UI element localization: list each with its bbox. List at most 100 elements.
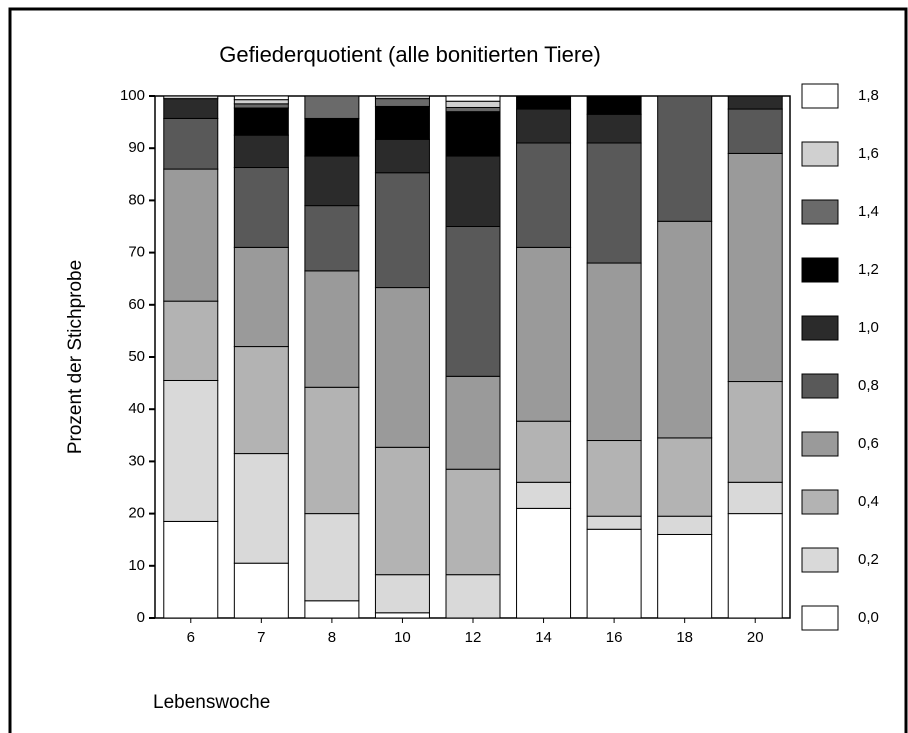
bar-segment xyxy=(445,574,501,619)
legend-label: 0,6 xyxy=(858,435,879,452)
bar-segment xyxy=(233,562,289,619)
bar-segment xyxy=(304,600,360,619)
bar-segment xyxy=(516,507,572,619)
bar-segment xyxy=(445,106,501,113)
bar-segment xyxy=(657,95,713,222)
bar-segment xyxy=(727,513,783,619)
x-tick-label: 18 xyxy=(676,629,693,646)
bar-segment xyxy=(304,155,360,207)
bar-segment xyxy=(233,346,289,455)
legend-label: 0,8 xyxy=(858,377,879,394)
bar-segment xyxy=(516,481,572,509)
bar-segment xyxy=(233,103,289,109)
bar-segment xyxy=(304,513,360,602)
y-tick-label: 0 xyxy=(137,609,145,626)
bar-segment xyxy=(374,98,430,107)
y-tick-label: 70 xyxy=(128,244,145,261)
bar-segment xyxy=(727,152,783,383)
bar-segment xyxy=(445,95,501,102)
bar-segment xyxy=(586,262,642,442)
legend-swatch xyxy=(801,141,839,167)
y-tick-label: 50 xyxy=(128,348,145,365)
legend-label: 0,2 xyxy=(858,551,879,568)
bar-segment xyxy=(374,138,430,174)
bar-segment xyxy=(657,220,713,439)
bar-segment xyxy=(727,381,783,483)
bar-segment xyxy=(163,95,219,100)
bar-segment xyxy=(163,520,219,619)
y-tick-label: 100 xyxy=(120,87,145,104)
bar-segment xyxy=(445,155,501,227)
y-axis-label: Prozent der Stichprobe xyxy=(65,260,86,454)
bar-segment xyxy=(445,100,501,108)
legend-swatch xyxy=(801,605,839,631)
bar-segment xyxy=(304,386,360,515)
legend-label: 0,4 xyxy=(858,493,879,510)
x-tick-label: 6 xyxy=(187,629,195,646)
legend-swatch xyxy=(801,373,839,399)
bar-segment xyxy=(516,95,572,110)
bar-segment xyxy=(727,108,783,154)
legend-label: 1,6 xyxy=(858,145,879,162)
legend-label: 1,4 xyxy=(858,203,879,220)
bar-segment xyxy=(233,95,289,101)
bar-segment xyxy=(727,95,783,110)
bar-segment xyxy=(445,226,501,377)
bar-segment xyxy=(374,612,430,619)
legend-swatch xyxy=(801,431,839,457)
bar-segment xyxy=(516,142,572,248)
chart-title: Gefiederquotient (alle bonitierten Tiere… xyxy=(219,42,601,67)
x-tick-label: 16 xyxy=(606,629,623,646)
bar-segment xyxy=(586,515,642,530)
y-tick-label: 90 xyxy=(128,139,145,156)
x-tick-label: 7 xyxy=(257,629,265,646)
legend-swatch xyxy=(801,257,839,283)
bar-segment xyxy=(163,98,219,119)
y-tick-label: 40 xyxy=(128,400,145,417)
bar-segment xyxy=(516,246,572,422)
legend-label: 1,8 xyxy=(858,87,879,104)
x-tick-label: 14 xyxy=(535,629,552,646)
x-tick-label: 8 xyxy=(328,629,336,646)
legend-label: 1,0 xyxy=(858,319,879,336)
bar-segment xyxy=(163,300,219,381)
bar-segment xyxy=(233,134,289,169)
legend-swatch xyxy=(801,489,839,515)
bar-segment xyxy=(374,446,430,576)
bar-segment xyxy=(233,246,289,348)
bar-segment xyxy=(374,574,430,614)
bar-segment xyxy=(657,533,713,619)
bar-segment xyxy=(445,111,501,157)
bar-segment xyxy=(374,287,430,448)
bar-segment xyxy=(586,440,642,517)
y-tick-label: 20 xyxy=(128,505,145,522)
bar-segment xyxy=(374,95,430,100)
bar-segment xyxy=(586,528,642,619)
bar-segment xyxy=(445,375,501,470)
x-tick-label: 20 xyxy=(747,629,764,646)
y-tick-label: 80 xyxy=(128,191,145,208)
bar-segment xyxy=(374,172,430,289)
bar-segment xyxy=(304,117,360,157)
bar-segment xyxy=(163,379,219,522)
legend-label: 0,0 xyxy=(858,609,879,626)
bar-segment xyxy=(233,99,289,105)
bar-segment xyxy=(586,142,642,264)
legend-swatch xyxy=(801,199,839,225)
bar-segment xyxy=(233,167,289,248)
y-tick-label: 10 xyxy=(128,557,145,574)
bar-segment xyxy=(374,105,430,140)
x-tick-label: 10 xyxy=(394,629,411,646)
legend-label: 1,2 xyxy=(858,261,879,278)
bar-segment xyxy=(163,168,219,302)
bar-segment xyxy=(727,481,783,515)
bar-segment xyxy=(516,108,572,144)
bar-segment xyxy=(233,453,289,564)
y-tick-label: 60 xyxy=(128,296,145,313)
bar-segment xyxy=(304,205,360,272)
bar-segment xyxy=(304,95,360,119)
x-axis-label: Lebenswoche xyxy=(153,692,270,713)
bar-segment xyxy=(516,420,572,483)
legend-swatch xyxy=(801,547,839,573)
